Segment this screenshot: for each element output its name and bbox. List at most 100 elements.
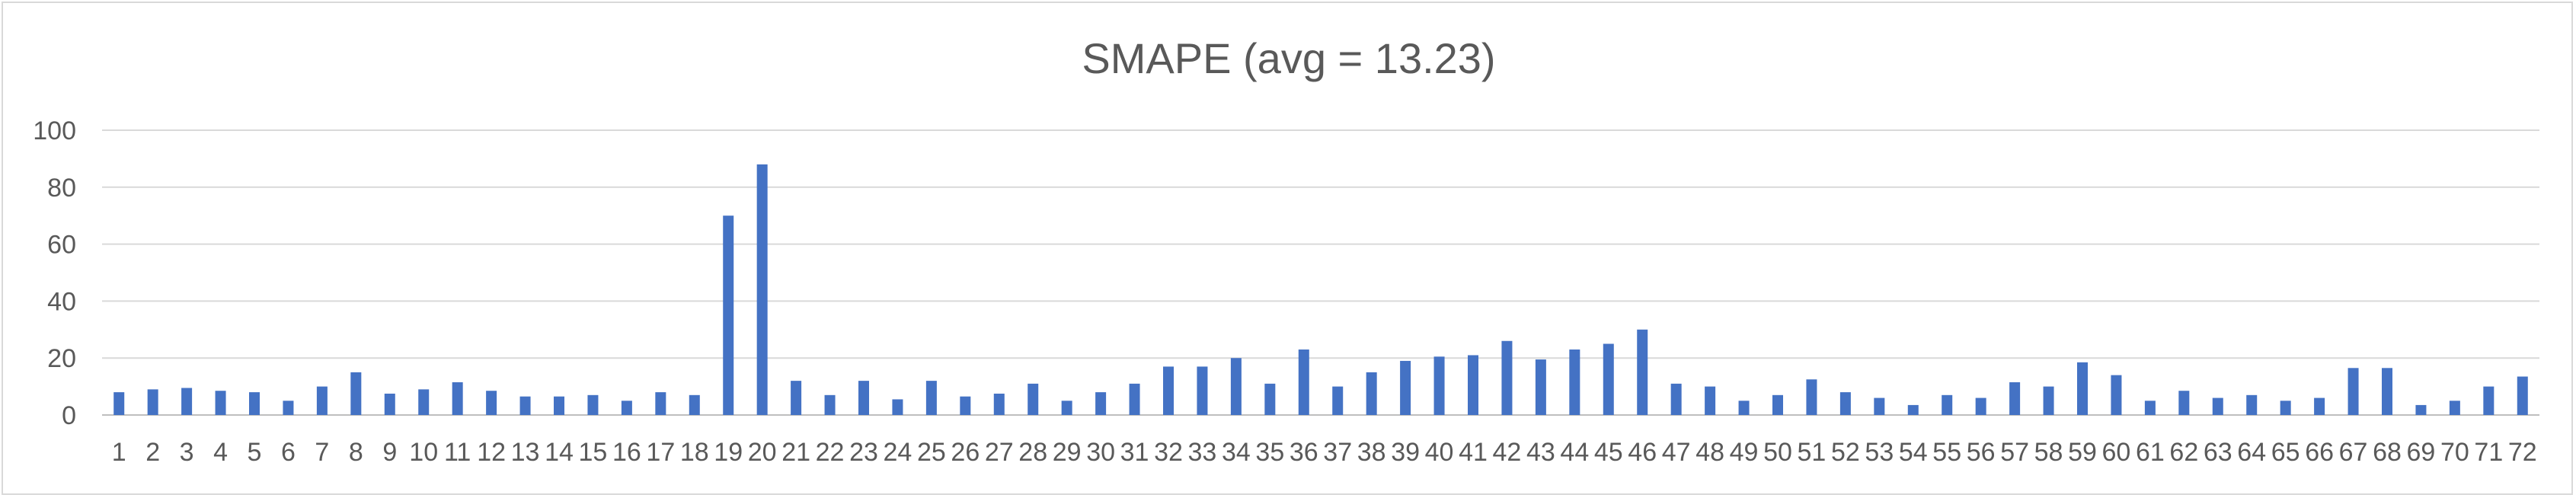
x-tick-label: 4 bbox=[213, 438, 228, 467]
x-tick-label: 9 bbox=[382, 438, 397, 467]
x-tick-label: 20 bbox=[748, 438, 777, 467]
bar-38 bbox=[1366, 372, 1377, 415]
bar-2 bbox=[147, 389, 158, 415]
bar-45 bbox=[1603, 343, 1614, 415]
x-tick-label: 3 bbox=[180, 438, 194, 467]
bar-46 bbox=[1637, 329, 1648, 415]
bar-53 bbox=[1874, 397, 1885, 415]
x-tick-label: 52 bbox=[1831, 438, 1860, 467]
x-tick-label: 34 bbox=[1222, 438, 1251, 467]
x-tick-label: 51 bbox=[1798, 438, 1827, 467]
x-tick-label: 49 bbox=[1730, 438, 1759, 467]
y-tick-label: 60 bbox=[47, 231, 76, 260]
x-tick-label: 12 bbox=[477, 438, 506, 467]
bar-18 bbox=[689, 394, 700, 415]
bar-44 bbox=[1569, 349, 1580, 415]
bar-10 bbox=[418, 389, 430, 415]
bar-67 bbox=[2347, 368, 2359, 415]
x-tick-label: 17 bbox=[646, 438, 675, 467]
x-tick-label: 40 bbox=[1425, 438, 1454, 467]
x-tick-label: 48 bbox=[1695, 438, 1724, 467]
bar-6 bbox=[283, 401, 294, 415]
x-tick-label: 36 bbox=[1290, 438, 1318, 467]
y-tick-label: 20 bbox=[47, 344, 76, 373]
bar-19 bbox=[723, 215, 734, 415]
bar-3 bbox=[181, 388, 193, 415]
x-tick-label: 5 bbox=[248, 438, 262, 467]
x-tick-label: 42 bbox=[1493, 438, 1522, 467]
x-tick-label: 70 bbox=[2440, 438, 2469, 467]
x-tick-label: 19 bbox=[714, 438, 743, 467]
x-tick-label: 15 bbox=[579, 438, 608, 467]
bar-47 bbox=[1670, 383, 1682, 415]
bar-54 bbox=[1907, 404, 1919, 415]
bar-66 bbox=[2314, 397, 2325, 415]
bar-4 bbox=[215, 391, 226, 415]
x-tick-label: 53 bbox=[1865, 438, 1894, 467]
bar-68 bbox=[2382, 368, 2392, 415]
bar-65 bbox=[2280, 401, 2291, 415]
bar-12 bbox=[486, 391, 497, 415]
bar-30 bbox=[1095, 392, 1107, 415]
bar-52 bbox=[1839, 392, 1851, 415]
x-tick-label: 39 bbox=[1391, 438, 1420, 467]
bar-31 bbox=[1129, 383, 1140, 415]
bar-16 bbox=[621, 401, 632, 415]
bar-62 bbox=[2178, 391, 2190, 415]
x-tick-label: 65 bbox=[2271, 438, 2300, 467]
x-tick-label: 2 bbox=[145, 438, 160, 467]
bar-37 bbox=[1332, 386, 1344, 415]
x-tick-label: 23 bbox=[849, 438, 878, 467]
x-tick-label: 71 bbox=[2474, 438, 2503, 467]
bar-14 bbox=[554, 396, 564, 415]
bar-59 bbox=[2077, 362, 2088, 415]
chart-title: SMAPE (avg = 13.23) bbox=[1082, 34, 1495, 82]
bar-48 bbox=[1705, 386, 1716, 415]
bar-7 bbox=[316, 386, 328, 415]
gridlines bbox=[102, 129, 2539, 416]
x-tick-label: 37 bbox=[1323, 438, 1352, 467]
x-tick-label: 64 bbox=[2237, 438, 2266, 467]
x-tick-label: 31 bbox=[1120, 438, 1149, 467]
x-tick-label: 66 bbox=[2305, 438, 2334, 467]
x-tick-label: 32 bbox=[1154, 438, 1183, 467]
x-tick-label: 25 bbox=[917, 438, 946, 467]
bar-42 bbox=[1501, 340, 1513, 415]
x-axis-ticks: 1 2 3 4 5 6 7 8 9 10 11 12 13 14 15 16 17 18 19 20 21 22 23 24 2… bbox=[112, 438, 2537, 467]
bar-49 bbox=[1738, 401, 1750, 415]
bar-63 bbox=[2212, 397, 2223, 415]
bar-13 bbox=[519, 396, 531, 415]
x-tick-label: 14 bbox=[545, 438, 574, 467]
x-tick-label: 56 bbox=[1967, 438, 1996, 467]
x-tick-label: 57 bbox=[2000, 438, 2029, 467]
bar-32 bbox=[1163, 366, 1174, 415]
bar-28 bbox=[1028, 383, 1039, 415]
x-tick-label: 50 bbox=[1763, 438, 1792, 467]
x-tick-label: 8 bbox=[349, 438, 363, 467]
bar-55 bbox=[1942, 394, 1953, 415]
bar-61 bbox=[2144, 401, 2156, 415]
bar-58 bbox=[2043, 386, 2054, 415]
y-tick-label: 40 bbox=[47, 287, 76, 316]
bar-39 bbox=[1400, 360, 1411, 415]
bar-26 bbox=[960, 396, 971, 415]
x-tick-label: 21 bbox=[781, 438, 810, 467]
x-tick-label: 61 bbox=[2136, 438, 2165, 467]
x-tick-label: 29 bbox=[1053, 438, 1082, 467]
bar-72 bbox=[2517, 376, 2528, 415]
x-tick-label: 54 bbox=[1899, 438, 1928, 467]
bar-71 bbox=[2483, 386, 2495, 415]
x-tick-label: 13 bbox=[511, 438, 540, 467]
x-tick-label: 27 bbox=[985, 438, 1014, 467]
x-tick-label: 45 bbox=[1594, 438, 1623, 467]
x-tick-label: 41 bbox=[1459, 438, 1488, 467]
x-tick-label: 33 bbox=[1188, 438, 1217, 467]
x-tick-label: 47 bbox=[1662, 438, 1691, 467]
x-tick-label: 69 bbox=[2407, 438, 2436, 467]
bar-11 bbox=[452, 381, 463, 415]
bar-21 bbox=[791, 381, 802, 415]
y-tick-label: 80 bbox=[47, 174, 76, 203]
bar-60 bbox=[2111, 375, 2122, 415]
x-tick-label: 18 bbox=[680, 438, 709, 467]
